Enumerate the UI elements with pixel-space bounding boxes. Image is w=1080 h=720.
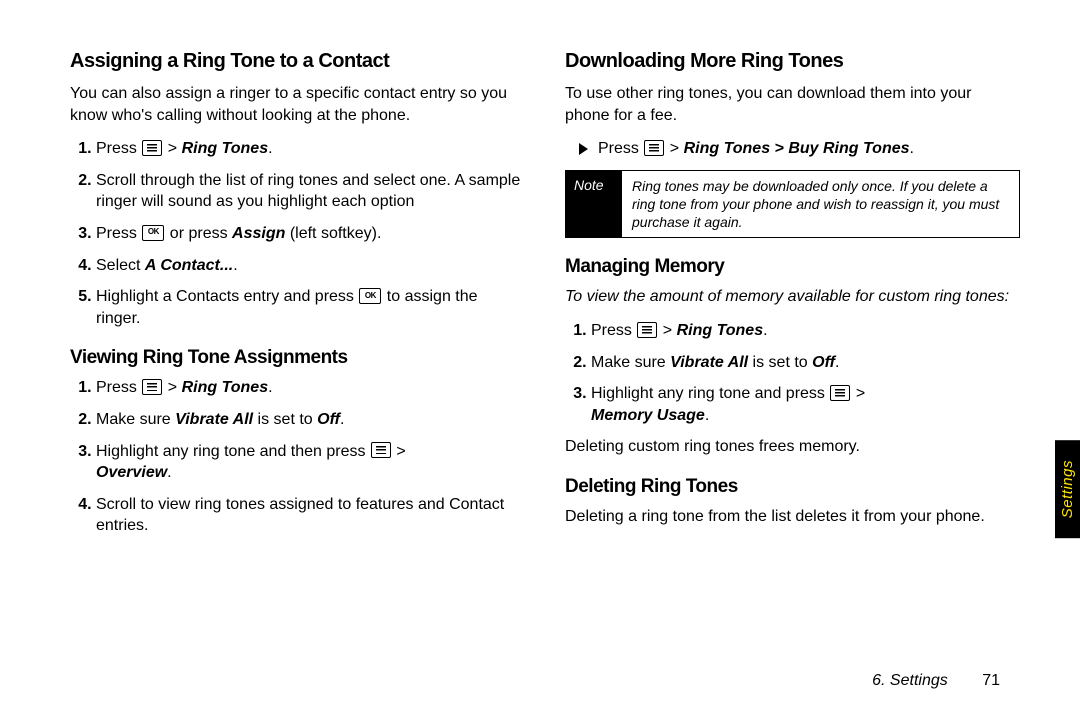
step-download-1: Press > Ring Tones > Buy Ring Tones. bbox=[579, 138, 1020, 160]
menu-icon bbox=[830, 385, 850, 401]
step-assign-3: Press OK or press Assign (left softkey). bbox=[96, 223, 525, 245]
steps-view: Press > Ring Tones. Make sure Vibrate Al… bbox=[70, 377, 525, 537]
menu-icon bbox=[644, 140, 664, 156]
step-assign-5: Highlight a Contacts entry and press OK … bbox=[96, 286, 525, 329]
step-view-4: Scroll to view ring tones assigned to fe… bbox=[96, 494, 525, 537]
heading-memory: Managing Memory bbox=[565, 256, 1020, 278]
menu-icon bbox=[637, 322, 657, 338]
note-label: Note bbox=[566, 171, 622, 238]
left-column: Assigning a Ring Tone to a Contact You c… bbox=[70, 50, 555, 680]
step-mem-2: Make sure Vibrate All is set to Off. bbox=[591, 352, 1020, 374]
step-assign-4: Select A Contact.... bbox=[96, 255, 525, 277]
heading-download: Downloading More Ring Tones bbox=[565, 50, 1020, 73]
steps-memory: Press > Ring Tones. Make sure Vibrate Al… bbox=[565, 320, 1020, 426]
step-view-3: Highlight any ring tone and then press >… bbox=[96, 441, 525, 484]
paragraph-assign-intro: You can also assign a ringer to a specif… bbox=[70, 83, 525, 126]
heading-delete: Deleting Ring Tones bbox=[565, 476, 1020, 498]
paragraph-memory-intro: To view the amount of memory available f… bbox=[565, 286, 1020, 308]
step-mem-1: Press > Ring Tones. bbox=[591, 320, 1020, 342]
manual-page: Assigning a Ring Tone to a Contact You c… bbox=[0, 0, 1080, 720]
ok-icon: OK bbox=[359, 288, 381, 304]
step-view-1: Press > Ring Tones. bbox=[96, 377, 525, 399]
paragraph-download: To use other ring tones, you can downloa… bbox=[565, 83, 1020, 126]
paragraph-delete: Deleting a ring tone from the list delet… bbox=[565, 506, 1020, 528]
menu-icon bbox=[371, 442, 391, 458]
step-assign-1: Press > Ring Tones. bbox=[96, 138, 525, 160]
menu-icon bbox=[142, 379, 162, 395]
note-text: Ring tones may be downloaded only once. … bbox=[622, 171, 1019, 238]
menu-icon bbox=[142, 140, 162, 156]
footer-page-number: 71 bbox=[982, 672, 1000, 689]
step-view-2: Make sure Vibrate All is set to Off. bbox=[96, 409, 525, 431]
side-tab-settings: Settings bbox=[1055, 440, 1080, 538]
ok-icon: OK bbox=[142, 225, 164, 241]
footer-chapter: 6. Settings bbox=[872, 672, 948, 689]
right-column: Downloading More Ring Tones To use other… bbox=[555, 50, 1030, 680]
triangle-bullet-icon bbox=[579, 143, 588, 155]
paragraph-memory-out: Deleting custom ring tones frees memory. bbox=[565, 436, 1020, 458]
heading-assign-ringtone: Assigning a Ring Tone to a Contact bbox=[70, 50, 525, 73]
steps-assign: Press > Ring Tones. Scroll through the l… bbox=[70, 138, 525, 329]
heading-view-assignments: Viewing Ring Tone Assignments bbox=[70, 347, 525, 369]
page-footer: 6. Settings 71 bbox=[872, 672, 1000, 690]
step-mem-3: Highlight any ring tone and press > Memo… bbox=[591, 383, 1020, 426]
note-box: Note Ring tones may be downloaded only o… bbox=[565, 170, 1020, 239]
step-assign-2: Scroll through the list of ring tones an… bbox=[96, 170, 525, 213]
